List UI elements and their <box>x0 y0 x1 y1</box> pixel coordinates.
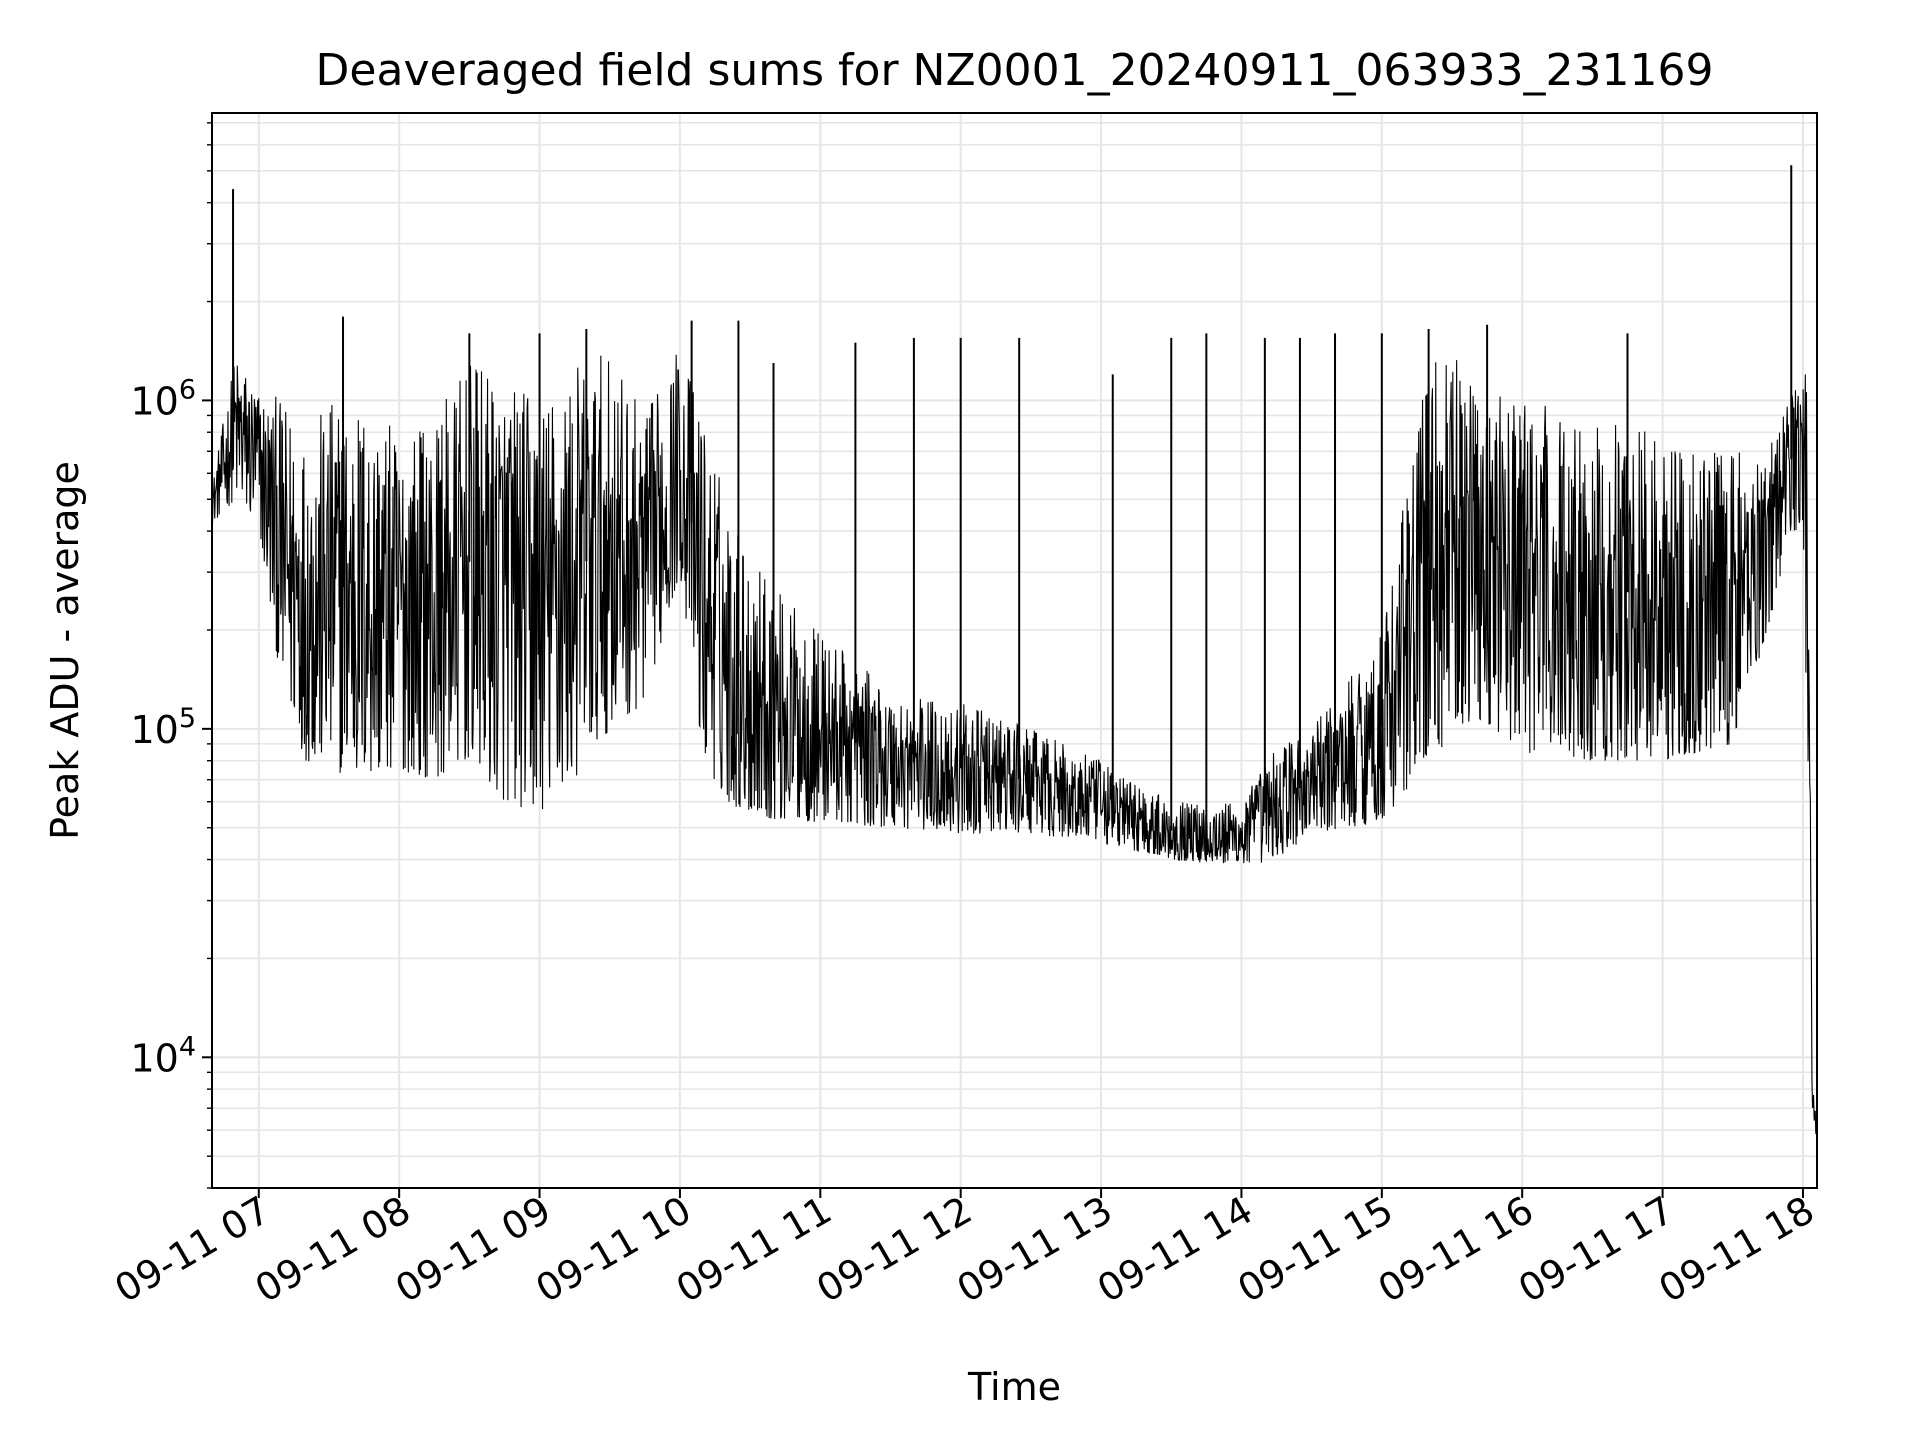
series-layer <box>212 165 1817 1138</box>
x-axis-label: Time <box>967 1365 1061 1409</box>
plot-frame <box>211 112 1818 1189</box>
y-axis: 104 105 106 <box>130 122 212 1189</box>
y-tick-label: 106 <box>130 374 196 423</box>
y-axis-label: Peak ADU - average <box>43 461 87 840</box>
y-tick-label: 105 <box>130 703 196 752</box>
chart-title: Deaveraged field sums for NZ0001_2024091… <box>316 45 1714 96</box>
y-tick-label: 104 <box>130 1031 196 1080</box>
series-line <box>212 354 1817 1138</box>
grid <box>212 113 1817 1189</box>
